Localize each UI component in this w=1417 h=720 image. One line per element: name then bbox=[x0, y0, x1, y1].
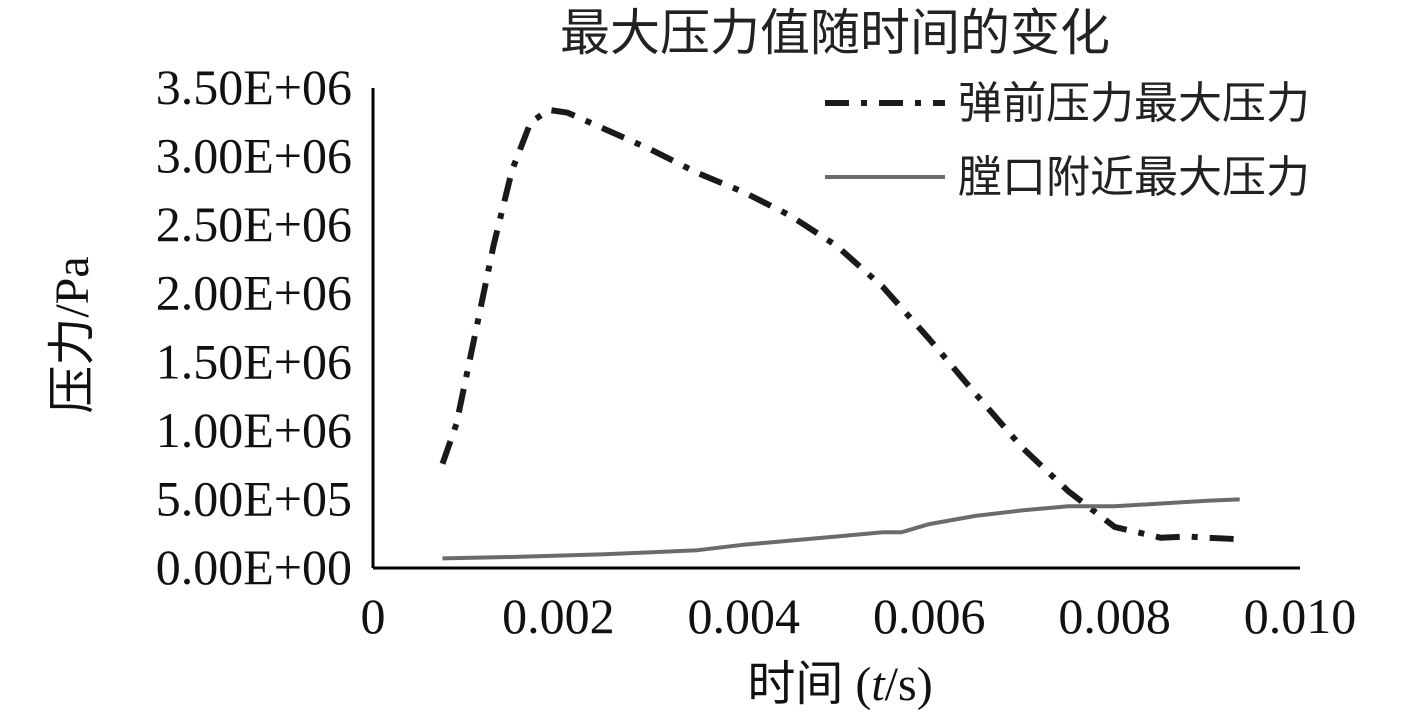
y-tick-label: 3.00E+06 bbox=[156, 128, 352, 184]
x-tick-label: 0.002 bbox=[502, 588, 615, 644]
x-tick-labels: 0 0.002 0.004 0.006 0.008 0.010 bbox=[361, 588, 1357, 644]
x-tick-label: 0.010 bbox=[1244, 588, 1357, 644]
y-tick-label: 2.50E+06 bbox=[156, 196, 352, 252]
y-tick-label: 0.00E+00 bbox=[156, 539, 352, 595]
y-tick-label: 1.00E+06 bbox=[156, 402, 352, 458]
chart-title: 最大压力值随时间的变化 bbox=[560, 4, 1110, 62]
legend-label-series-1: 弹前压力最大压力 bbox=[958, 78, 1310, 129]
y-axis-label: 压力/Pa bbox=[46, 256, 99, 413]
y-tick-label: 1.50E+06 bbox=[156, 333, 352, 389]
x-tick-label: 0.004 bbox=[688, 588, 801, 644]
series-line-2 bbox=[442, 497, 1240, 561]
x-tick-label: 0.006 bbox=[873, 588, 986, 644]
x-tick-label: 0.008 bbox=[1058, 588, 1171, 644]
y-tick-label: 3.50E+06 bbox=[156, 59, 352, 115]
legend-label-series-2: 膛口附近最大压力 bbox=[958, 152, 1310, 203]
series-line-1 bbox=[439, 106, 1240, 543]
y-tick-label: 5.00E+05 bbox=[156, 470, 352, 526]
x-axis-label-suffix: /s) bbox=[885, 658, 933, 711]
y-tick-labels: 0.00E+00 5.00E+05 1.00E+06 1.50E+06 2.00E+06… bbox=[156, 59, 352, 595]
x-axis-label-variable: t bbox=[871, 658, 886, 711]
x-axis-label: 时间 (t/s) bbox=[747, 658, 932, 711]
series-lines bbox=[439, 106, 1240, 561]
x-tick-label: 0 bbox=[361, 588, 386, 644]
x-axis-label-prefix: 时间 ( bbox=[747, 658, 871, 711]
y-tick-label: 2.00E+06 bbox=[156, 265, 352, 321]
legend: 弹前压力最大压力 膛口附近最大压力 bbox=[825, 78, 1310, 203]
